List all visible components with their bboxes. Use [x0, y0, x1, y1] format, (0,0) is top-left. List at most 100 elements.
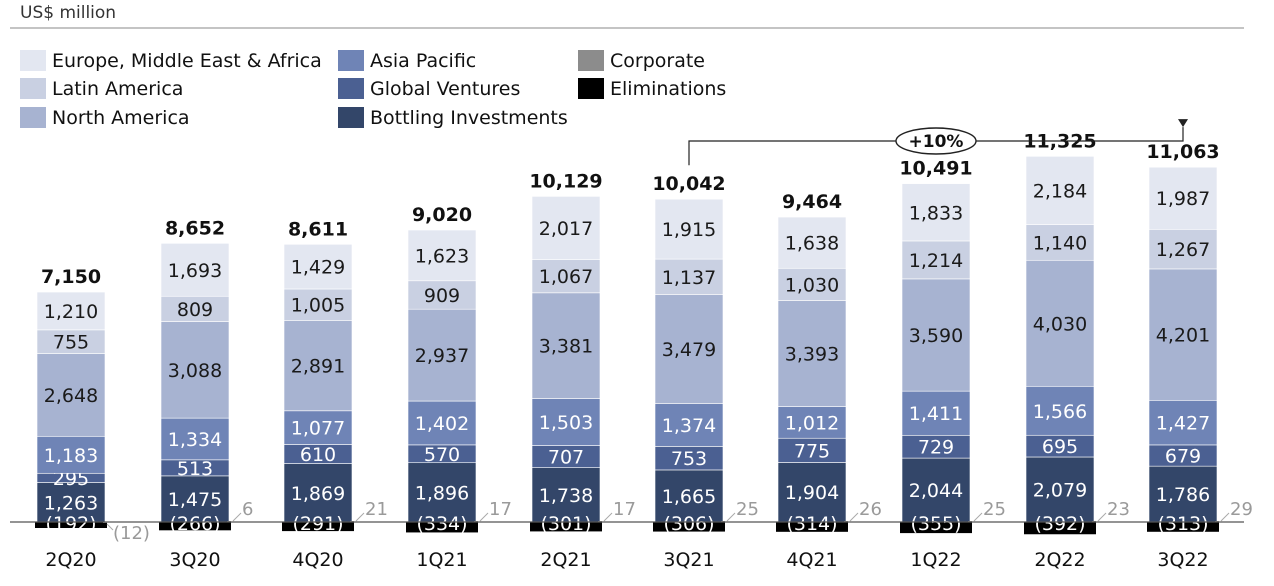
- bar-north-america-4Q21: [777, 300, 847, 407]
- bar-latin-america-2Q22: [1025, 224, 1095, 261]
- label-europe-middle-east-africa-2Q21: 2,017: [539, 218, 593, 240]
- bar-latin-america-4Q20: [283, 288, 353, 321]
- bar-bottling-investments-2Q21: [531, 467, 601, 523]
- label-latin-america-1Q22: 1,214: [909, 250, 963, 272]
- label-europe-middle-east-africa-4Q20: 1,429: [291, 257, 345, 279]
- label-bottling-investments-4Q21: 1,904: [785, 482, 839, 504]
- label-latin-america-3Q22: 1,267: [1156, 239, 1210, 261]
- bar-eliminations-2Q20: [35, 522, 107, 529]
- bar-latin-america-1Q21: [407, 280, 477, 310]
- label-north-america-3Q20: 3,088: [168, 360, 222, 382]
- label-corporate-2Q22: 23: [1107, 499, 1130, 520]
- bar-asia-pacific-1Q21: [407, 400, 477, 446]
- bar-north-america-3Q21: [654, 294, 724, 404]
- label-asia-pacific-2Q22: 1,566: [1033, 401, 1087, 423]
- label-bottling-investments-2Q22: 2,079: [1033, 479, 1087, 501]
- leader-corporate-4Q20: [355, 512, 365, 522]
- label-latin-america-4Q21: 1,030: [785, 274, 839, 296]
- total-label-2Q20: 7,150: [41, 266, 101, 288]
- label-asia-pacific-2Q21: 1,503: [539, 412, 593, 434]
- bar-europe-middle-east-africa-4Q20: [283, 243, 353, 290]
- bar-eliminations-1Q21: [406, 522, 478, 533]
- label-europe-middle-east-africa-1Q21: 1,623: [415, 245, 469, 267]
- bar-europe-middle-east-africa-2Q20: [36, 291, 106, 331]
- bar-north-america-1Q21: [407, 308, 477, 402]
- bar-europe-middle-east-africa-4Q21: [777, 216, 847, 269]
- label-corporate-2Q21: 17: [613, 499, 636, 520]
- leader-corporate-1Q21: [479, 512, 489, 522]
- x-tick-1Q21: 1Q21: [416, 549, 467, 571]
- label-asia-pacific-2Q20: 1,183: [44, 445, 98, 467]
- bar-asia-pacific-2Q21: [531, 398, 601, 446]
- legend-swatch-north-america: [20, 107, 46, 128]
- x-tick-3Q22: 3Q22: [1157, 549, 1208, 571]
- label-latin-america-3Q20: 809: [177, 299, 213, 321]
- label-bottling-investments-4Q20: 1,869: [291, 483, 345, 505]
- label-corporate-4Q20: 21: [365, 499, 388, 520]
- label-north-america-1Q21: 2,937: [415, 345, 469, 367]
- label-global-ventures-4Q20: 610: [300, 444, 336, 466]
- total-label-2Q21: 10,129: [529, 170, 602, 192]
- label-europe-middle-east-africa-1Q22: 1,833: [909, 202, 963, 224]
- label-asia-pacific-3Q21: 1,374: [662, 415, 716, 437]
- label-bottling-investments-3Q20: 1,475: [168, 489, 222, 511]
- bar-eliminations-4Q21: [776, 522, 848, 532]
- total-label-3Q21: 10,042: [652, 173, 725, 195]
- bar-north-america-1Q22: [901, 278, 971, 392]
- x-tick-4Q21: 4Q21: [786, 549, 837, 571]
- legend-swatch-corporate: [578, 50, 604, 71]
- x-tick-3Q20: 3Q20: [169, 549, 220, 571]
- label-north-america-2Q20: 2,648: [44, 385, 98, 407]
- bar-europe-middle-east-africa-2Q22: [1025, 156, 1095, 225]
- bar-europe-middle-east-africa-1Q22: [901, 183, 971, 242]
- bar-north-america-3Q22: [1148, 268, 1218, 401]
- label-global-ventures-1Q22: 729: [918, 437, 954, 459]
- label-north-america-2Q21: 3,381: [539, 336, 593, 358]
- label-asia-pacific-1Q22: 1,411: [909, 403, 963, 425]
- legend-swatch-europe-middle-east-africa: [20, 50, 46, 71]
- label-europe-middle-east-africa-2Q22: 2,184: [1033, 180, 1087, 202]
- leader-corporate-1Q22: [973, 512, 983, 522]
- bar-eliminations-3Q20: [159, 522, 231, 531]
- bar-north-america-3Q20: [160, 321, 230, 419]
- bar-north-america-2Q21: [531, 292, 601, 399]
- label-europe-middle-east-africa-3Q22: 1,987: [1156, 188, 1210, 210]
- label-eliminations-2Q21: (301): [540, 513, 591, 535]
- x-tick-1Q22: 1Q22: [910, 549, 961, 571]
- bar-latin-america-3Q21: [654, 258, 724, 295]
- bar-eliminations-4Q20: [282, 522, 354, 532]
- bar-europe-middle-east-africa-3Q21: [654, 198, 724, 260]
- leader-corporate-2Q22: [1097, 512, 1107, 522]
- bar-eliminations-3Q22: [1147, 522, 1219, 532]
- legend-swatch-asia-pacific: [338, 50, 364, 71]
- label-corporate-3Q22: 29: [1230, 499, 1253, 520]
- label-bottling-investments-2Q21: 1,738: [539, 485, 593, 507]
- bar-europe-middle-east-africa-2Q21: [531, 196, 601, 260]
- label-eliminations-1Q22: (355): [910, 513, 961, 535]
- label-europe-middle-east-africa-3Q20: 1,693: [168, 260, 222, 282]
- label-north-america-3Q21: 3,479: [662, 339, 716, 361]
- label-latin-america-2Q22: 1,140: [1033, 232, 1087, 254]
- leader-corporate-2Q21: [603, 512, 613, 522]
- label-eliminations-3Q22: (313): [1157, 513, 1208, 535]
- total-label-4Q21: 9,464: [782, 191, 842, 213]
- total-label-3Q20: 8,652: [165, 217, 225, 239]
- label-europe-middle-east-africa-3Q21: 1,915: [662, 219, 716, 241]
- label-eliminations-1Q21: (334): [416, 513, 467, 535]
- total-label-1Q22: 10,491: [899, 158, 972, 180]
- legend-label-latin-america: Latin America: [52, 78, 183, 100]
- legend-label-global-ventures: Global Ventures: [370, 78, 520, 100]
- x-tick-2Q22: 2Q22: [1034, 549, 1085, 571]
- bar-bottling-investments-2Q22: [1025, 456, 1095, 523]
- label-asia-pacific-4Q20: 1,077: [291, 418, 345, 440]
- label-corporate-3Q21: 25: [736, 499, 759, 520]
- legend-label-asia-pacific: Asia Pacific: [370, 50, 476, 72]
- bar-europe-middle-east-africa-3Q22: [1148, 166, 1218, 230]
- legend-label-europe-middle-east-africa: Europe, Middle East & Africa: [52, 50, 322, 72]
- bar-north-america-4Q20: [283, 320, 353, 412]
- legend: Europe, Middle East & Africa Latin Americ…: [20, 50, 726, 129]
- bar-bottling-investments-4Q20: [283, 463, 353, 523]
- bar-eliminations-1Q22: [900, 522, 972, 534]
- bar-bottling-investments-3Q22: [1148, 465, 1218, 523]
- label-latin-america-4Q20: 1,005: [291, 295, 345, 317]
